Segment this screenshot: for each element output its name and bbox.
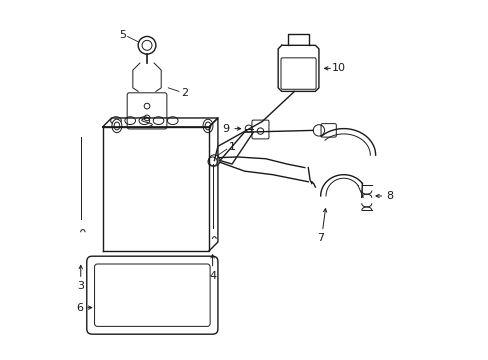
Text: 8: 8 — [386, 191, 392, 201]
Text: 9: 9 — [222, 123, 229, 134]
Ellipse shape — [203, 119, 212, 133]
Text: 5: 5 — [119, 30, 125, 40]
Text: 7: 7 — [317, 234, 324, 243]
Ellipse shape — [110, 117, 121, 125]
Text: 6: 6 — [76, 303, 83, 312]
Text: 3: 3 — [77, 281, 84, 291]
Text: 10: 10 — [331, 63, 345, 73]
Ellipse shape — [124, 117, 135, 125]
Ellipse shape — [167, 117, 178, 125]
Text: 4: 4 — [208, 271, 216, 281]
Ellipse shape — [112, 119, 122, 133]
Ellipse shape — [205, 122, 210, 130]
Text: 2: 2 — [180, 88, 187, 98]
Ellipse shape — [114, 122, 120, 130]
Ellipse shape — [139, 117, 149, 125]
Text: 1: 1 — [228, 143, 235, 152]
Ellipse shape — [153, 117, 163, 125]
